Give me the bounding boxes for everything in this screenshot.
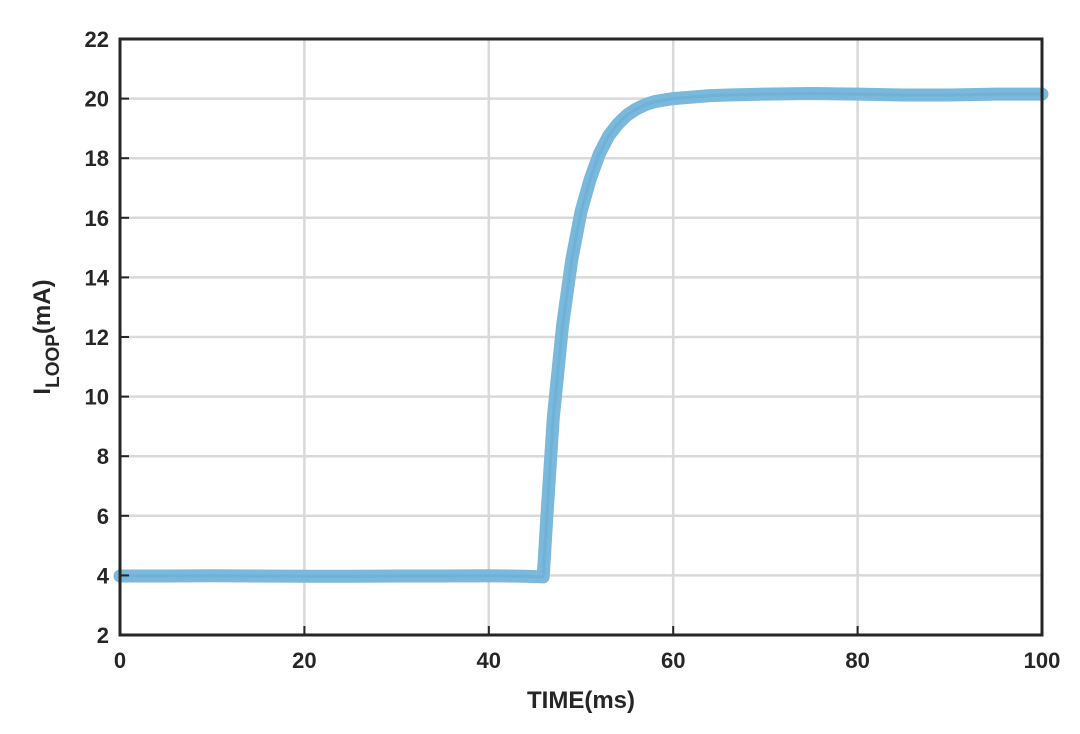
x-tick-label: 40: [477, 648, 501, 673]
series-line-core: [120, 92, 1042, 579]
y-tick-label: 2: [97, 623, 109, 648]
y-tick-label: 6: [97, 504, 109, 529]
y-tick-label: 22: [85, 27, 109, 52]
y-tick-label: 16: [85, 206, 109, 231]
y-tick-label: 4: [97, 563, 110, 588]
y-tick-label: 8: [97, 444, 109, 469]
y-axis-title-subscript: LOOP: [43, 334, 64, 388]
x-tick-label: 0: [114, 648, 126, 673]
y-tick-label: 14: [85, 265, 110, 290]
y-axis-title-main: I: [29, 388, 56, 395]
x-tick-label: 20: [292, 648, 316, 673]
y-tick-label: 20: [85, 87, 109, 112]
y-tick-label: 10: [85, 385, 109, 410]
series-layer: [113, 87, 1049, 584]
x-tick-label: 60: [661, 648, 685, 673]
x-axis-title: TIME(ms): [527, 687, 635, 714]
y-tick-label: 18: [85, 146, 109, 171]
x-tick-labels: 0 20 40 60 80 100: [114, 626, 1060, 673]
y-axis-title-suffix: (mA): [29, 279, 56, 334]
x-tick-label: 80: [845, 648, 869, 673]
series-line: [113, 87, 1049, 584]
y-tick-label: 12: [85, 325, 109, 350]
x-tick-label: 100: [1024, 648, 1061, 673]
y-axis-title: ILOOP(mA): [29, 279, 64, 394]
y-tick-labels: 2 4 6 8 10 12 14 16 18 20 22: [85, 27, 129, 648]
grid: [118, 37, 1044, 637]
